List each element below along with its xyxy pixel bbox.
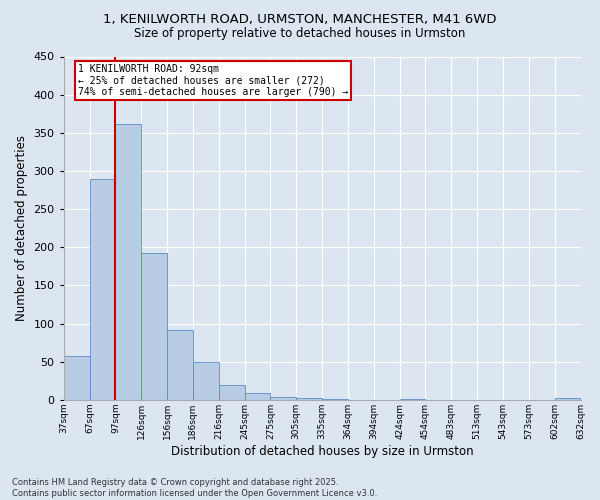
Text: Size of property relative to detached houses in Urmston: Size of property relative to detached ho… — [134, 28, 466, 40]
Bar — [115, 124, 141, 400]
Bar — [322, 399, 348, 400]
Bar — [141, 252, 167, 400]
Bar — [167, 330, 193, 400]
Text: 1, KENILWORTH ROAD, URMSTON, MANCHESTER, M41 6WD: 1, KENILWORTH ROAD, URMSTON, MANCHESTER,… — [103, 12, 497, 26]
Bar — [554, 398, 580, 400]
Bar — [245, 393, 271, 400]
Bar — [271, 396, 296, 400]
Y-axis label: Number of detached properties: Number of detached properties — [15, 135, 28, 321]
Bar — [64, 356, 89, 400]
Bar — [89, 178, 115, 400]
Bar — [193, 362, 219, 400]
Text: Contains HM Land Registry data © Crown copyright and database right 2025.
Contai: Contains HM Land Registry data © Crown c… — [12, 478, 377, 498]
Text: 1 KENILWORTH ROAD: 92sqm
← 25% of detached houses are smaller (272)
74% of semi-: 1 KENILWORTH ROAD: 92sqm ← 25% of detach… — [78, 64, 348, 98]
Bar — [296, 398, 322, 400]
Bar — [219, 386, 245, 400]
X-axis label: Distribution of detached houses by size in Urmston: Distribution of detached houses by size … — [171, 444, 473, 458]
Bar — [400, 399, 425, 400]
